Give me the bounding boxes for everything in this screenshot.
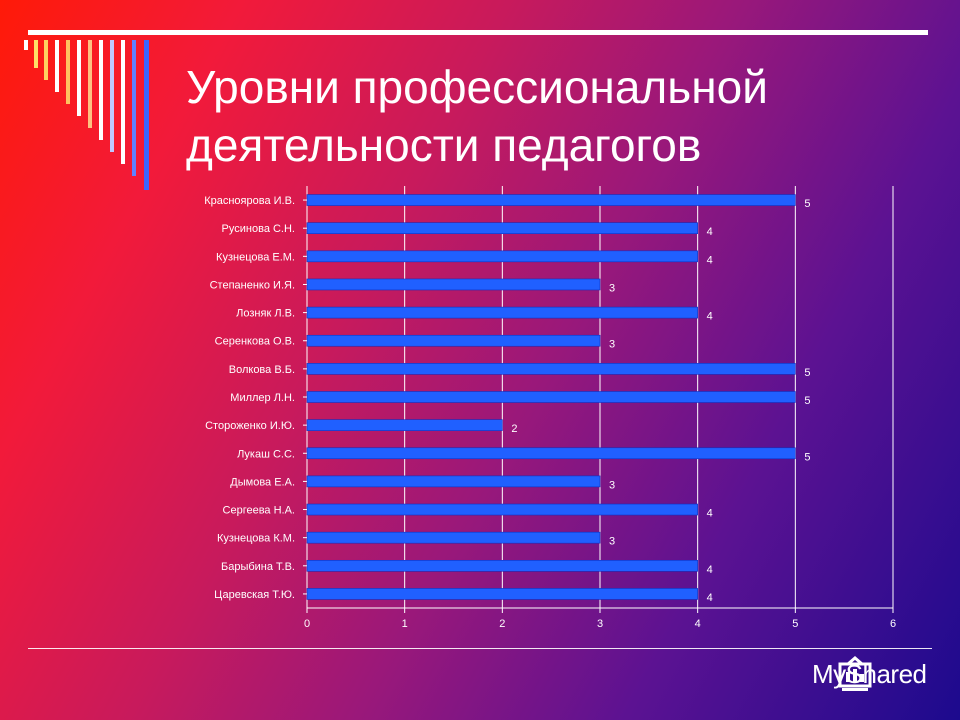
slide-title: Уровни профессиональной деятельности пед… bbox=[186, 58, 768, 174]
data-label: 4 bbox=[707, 311, 713, 323]
bar bbox=[306, 250, 698, 263]
title-line-1: Уровни профессиональной bbox=[186, 61, 768, 113]
category-label: Серенкова О.В. bbox=[215, 336, 295, 348]
myshared-logo-icon bbox=[838, 656, 872, 691]
bar bbox=[306, 334, 601, 347]
category-label: Лозняк Л.В. bbox=[236, 308, 295, 320]
data-label: 2 bbox=[511, 423, 517, 435]
category-label: Дымова Е.А. bbox=[230, 476, 295, 488]
x-tick-label: 2 bbox=[499, 618, 505, 630]
watermark-text: MyShared bbox=[812, 659, 927, 689]
category-label: Сергеева Н.А. bbox=[223, 505, 295, 517]
data-label: 4 bbox=[707, 592, 713, 604]
bar bbox=[306, 531, 601, 544]
data-label: 3 bbox=[609, 339, 615, 351]
x-tick-label: 1 bbox=[402, 618, 408, 630]
category-label: Лукаш С.С. bbox=[237, 448, 295, 460]
bar bbox=[306, 194, 796, 206]
x-tick-label: 4 bbox=[695, 618, 701, 630]
category-label: Кузнецова К.М. bbox=[217, 533, 295, 545]
bar bbox=[306, 419, 503, 431]
bar bbox=[306, 447, 796, 460]
category-label: Степаненко И.Я. bbox=[210, 279, 295, 291]
bar bbox=[306, 222, 698, 234]
bar bbox=[306, 306, 698, 319]
data-label: 4 bbox=[707, 226, 713, 238]
data-label: 5 bbox=[804, 451, 810, 463]
data-label: 4 bbox=[707, 508, 713, 520]
bar bbox=[306, 278, 601, 291]
x-tick-label: 0 bbox=[304, 618, 310, 630]
category-label: Царевская Т.Ю. bbox=[214, 589, 295, 601]
data-label: 3 bbox=[609, 536, 615, 548]
bar bbox=[306, 503, 698, 516]
x-tick-label: 6 bbox=[890, 618, 896, 630]
data-label: 5 bbox=[804, 198, 810, 210]
x-tick-label: 5 bbox=[792, 618, 798, 630]
data-label: 4 bbox=[707, 254, 713, 266]
data-label: 5 bbox=[804, 395, 810, 407]
category-label: Барыбина Т.В. bbox=[221, 561, 295, 573]
category-label: Стороженко И.Ю. bbox=[205, 420, 295, 432]
bar bbox=[306, 391, 796, 403]
bar bbox=[306, 588, 698, 600]
bottom-rule bbox=[28, 648, 932, 649]
category-label: Русинова С.Н. bbox=[222, 223, 295, 235]
x-tick-label: 3 bbox=[597, 618, 603, 630]
category-label: Миллер Л.Н. bbox=[230, 392, 295, 404]
decorative-stripes bbox=[24, 40, 149, 190]
data-label: 4 bbox=[707, 564, 713, 576]
category-label: Волкова В.Б. bbox=[229, 364, 295, 376]
bar bbox=[306, 475, 601, 488]
data-label: 3 bbox=[609, 282, 615, 294]
bar bbox=[306, 559, 698, 572]
data-label: 3 bbox=[609, 479, 615, 491]
bar bbox=[306, 363, 796, 375]
title-line-2: деятельности педагогов bbox=[186, 119, 702, 171]
top-rule bbox=[28, 30, 928, 35]
category-label: Красноярова И.В. bbox=[204, 195, 295, 207]
data-label: 5 bbox=[804, 367, 810, 379]
category-label: Кузнецова Е.М. bbox=[216, 251, 295, 263]
